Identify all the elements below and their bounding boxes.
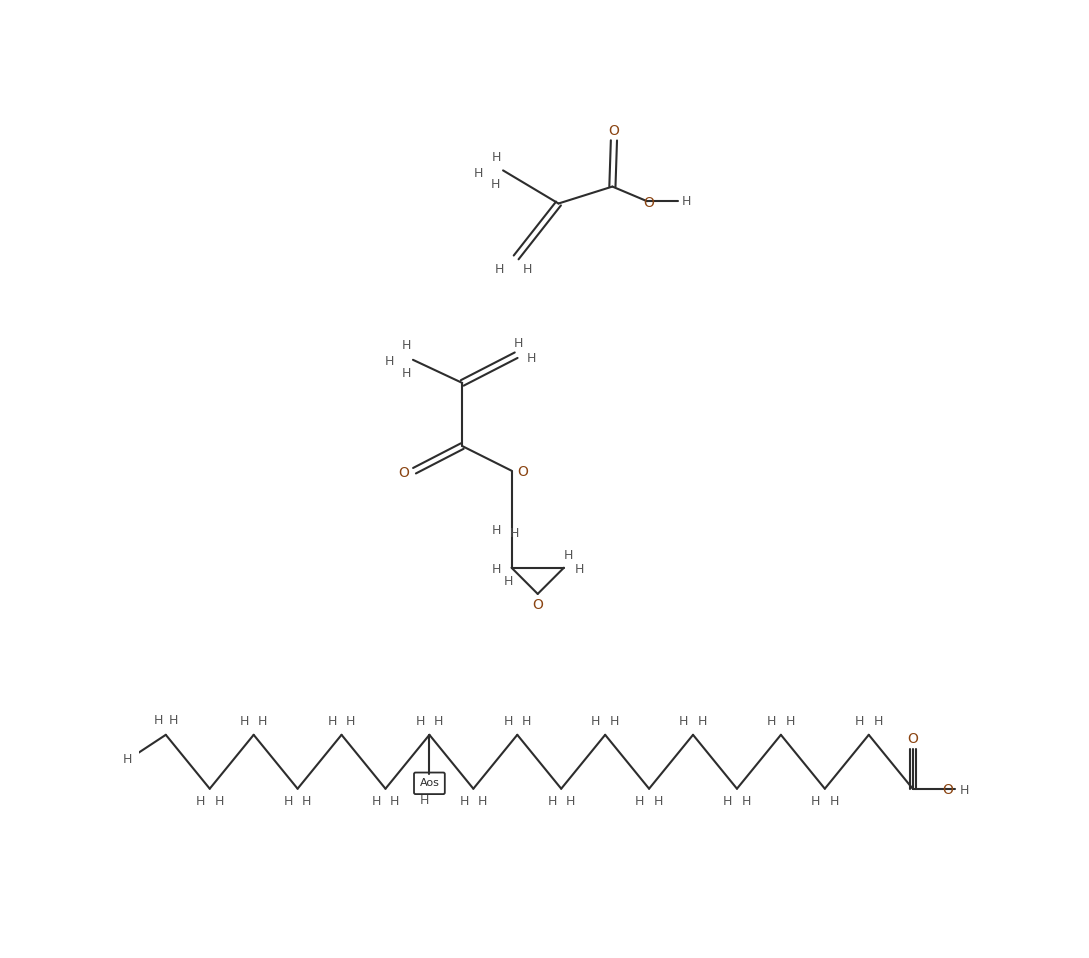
- Text: H: H: [402, 367, 412, 380]
- Text: H: H: [723, 795, 733, 809]
- Text: H: H: [460, 795, 468, 809]
- Text: O: O: [907, 733, 918, 746]
- Text: H: H: [548, 795, 556, 809]
- Text: H: H: [433, 716, 443, 728]
- Text: O: O: [399, 466, 409, 480]
- Text: H: H: [653, 795, 663, 809]
- Text: H: H: [510, 527, 519, 540]
- Text: H: H: [575, 562, 584, 576]
- Text: H: H: [491, 524, 501, 537]
- Text: H: H: [346, 716, 355, 728]
- Text: H: H: [523, 263, 533, 276]
- Text: H: H: [123, 753, 132, 766]
- Text: H: H: [767, 716, 776, 728]
- Text: H: H: [682, 194, 692, 208]
- Text: H: H: [873, 716, 883, 728]
- Text: H: H: [494, 263, 504, 276]
- Text: H: H: [491, 562, 501, 576]
- Text: H: H: [283, 795, 293, 809]
- Text: H: H: [698, 716, 707, 728]
- Text: O: O: [609, 125, 620, 138]
- Text: H: H: [240, 716, 249, 728]
- Text: H: H: [514, 337, 523, 351]
- Text: H: H: [474, 167, 484, 180]
- Text: H: H: [959, 784, 969, 797]
- Text: O: O: [942, 784, 953, 797]
- Text: H: H: [566, 795, 575, 809]
- Text: H: H: [635, 795, 645, 809]
- Text: H: H: [492, 150, 502, 164]
- Text: H: H: [491, 178, 500, 191]
- Text: H: H: [855, 716, 865, 728]
- FancyBboxPatch shape: [414, 772, 444, 794]
- Text: H: H: [785, 716, 795, 728]
- Text: H: H: [258, 716, 268, 728]
- Text: H: H: [504, 575, 513, 588]
- Text: H: H: [302, 795, 311, 809]
- Text: H: H: [564, 549, 573, 562]
- Text: Aos: Aos: [419, 778, 439, 788]
- Text: H: H: [680, 716, 688, 728]
- Text: H: H: [169, 715, 179, 727]
- Text: H: H: [420, 794, 429, 807]
- Text: H: H: [811, 795, 820, 809]
- Text: H: H: [742, 795, 751, 809]
- Text: H: H: [591, 716, 601, 728]
- Text: H: H: [402, 339, 412, 353]
- Text: H: H: [527, 352, 536, 365]
- Text: H: H: [610, 716, 619, 728]
- Text: H: H: [196, 795, 205, 809]
- Text: H: H: [328, 716, 337, 728]
- Text: O: O: [517, 466, 528, 479]
- Text: H: H: [503, 716, 513, 728]
- Text: H: H: [416, 716, 425, 728]
- Text: H: H: [154, 715, 162, 727]
- Text: H: H: [830, 795, 839, 809]
- Text: H: H: [215, 795, 223, 809]
- Text: O: O: [533, 598, 543, 611]
- Text: H: H: [478, 795, 487, 809]
- Text: O: O: [644, 195, 654, 210]
- Text: H: H: [371, 795, 381, 809]
- Text: H: H: [522, 716, 531, 728]
- Text: H: H: [390, 795, 400, 809]
- Text: H: H: [386, 354, 394, 368]
